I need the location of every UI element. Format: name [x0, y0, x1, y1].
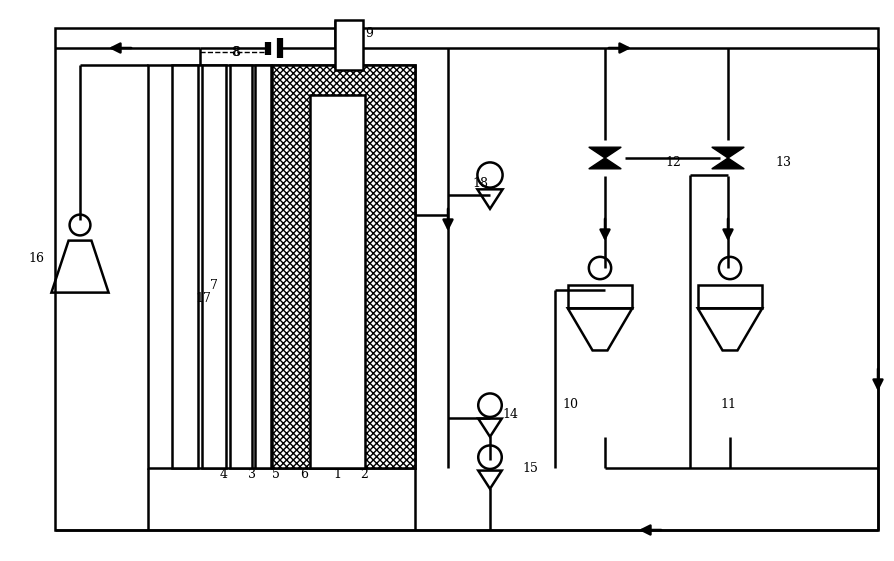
Text: 9: 9: [365, 26, 373, 39]
Text: 13: 13: [775, 155, 791, 168]
Polygon shape: [712, 158, 744, 169]
Polygon shape: [589, 158, 621, 169]
Bar: [335, 20, 363, 70]
Bar: [202, 65, 226, 468]
Text: 17: 17: [195, 292, 211, 305]
Bar: [148, 65, 415, 468]
Text: 12: 12: [665, 155, 681, 168]
Bar: [310, 95, 365, 468]
Bar: [255, 65, 271, 468]
Text: 8: 8: [232, 45, 240, 58]
Bar: [55, 28, 878, 530]
Text: 14: 14: [502, 408, 518, 421]
Text: 2: 2: [360, 468, 367, 481]
Text: 16: 16: [28, 251, 44, 264]
Polygon shape: [712, 147, 744, 158]
Text: 1: 1: [333, 468, 341, 481]
Text: 11: 11: [720, 398, 736, 412]
Text: 10: 10: [562, 398, 578, 412]
Text: 4: 4: [220, 468, 228, 481]
Text: 6: 6: [300, 468, 308, 481]
Bar: [272, 65, 415, 468]
Text: 15: 15: [522, 462, 538, 475]
Polygon shape: [589, 147, 621, 158]
Bar: [230, 65, 252, 468]
Bar: [172, 65, 198, 468]
Text: 3: 3: [248, 468, 256, 481]
Text: 8: 8: [231, 45, 239, 58]
Text: 18: 18: [472, 177, 488, 190]
Text: 5: 5: [272, 468, 280, 481]
Text: 7: 7: [210, 278, 218, 292]
